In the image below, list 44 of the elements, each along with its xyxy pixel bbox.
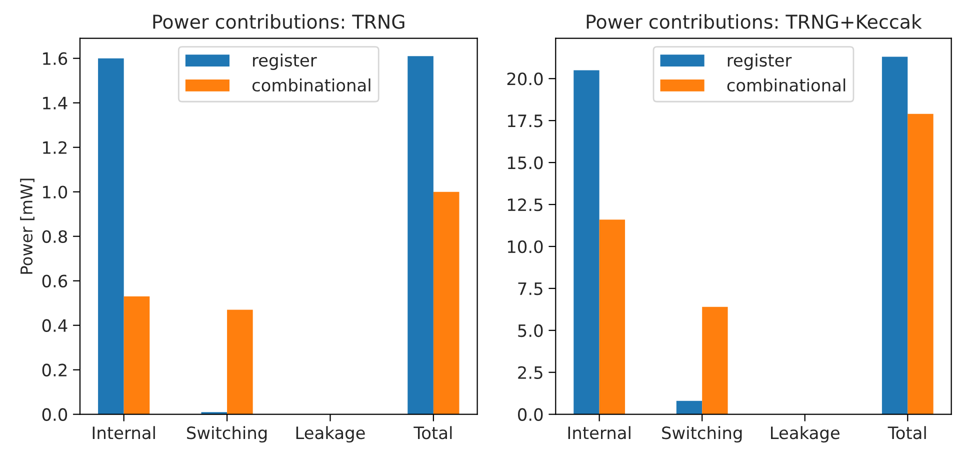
- y-tick-label: 17.5: [508, 114, 542, 128]
- bar: [98, 58, 124, 414]
- y-tick-label: 2.5: [518, 366, 542, 380]
- y-tick-label: 15.0: [508, 156, 543, 170]
- bar: [574, 70, 600, 414]
- y-tick-label: 1.2: [43, 141, 66, 154]
- y-tick-label: 0.8: [42, 230, 68, 244]
- x-tick-label: Total: [888, 426, 926, 440]
- bar: [882, 56, 908, 414]
- y-tick-label: 20.0: [507, 72, 543, 86]
- bar: [408, 56, 434, 414]
- x-tick-label: Total: [414, 426, 452, 440]
- chart-title: Power contributions: TRNG+Keccak: [586, 14, 922, 29]
- x-tick-label: Internal: [92, 426, 155, 440]
- y-tick-label: 1.6: [43, 52, 68, 66]
- x-tick-label: Switching: [662, 426, 742, 443]
- y-tick-label: 0.2: [42, 364, 66, 376]
- y-tick-label: 5.0: [518, 324, 543, 338]
- x-tick-label: Leakage: [771, 426, 840, 443]
- y-axis-title: Power [mW]: [20, 178, 34, 274]
- y-tick-label: 1.0: [43, 186, 68, 199]
- y-tick-label: 1.4: [43, 96, 68, 110]
- y-tick-label: 10.0: [508, 240, 543, 254]
- y-tick-label: 7.5: [518, 282, 542, 296]
- bar: [908, 114, 934, 414]
- x-tick-label: Leakage: [296, 426, 365, 443]
- legend-label: combinational: [727, 78, 846, 92]
- bar: [124, 296, 150, 414]
- y-tick-label: 0.4: [42, 319, 68, 332]
- legend-label: register: [253, 54, 317, 70]
- bar: [702, 306, 728, 414]
- y-tick-label: 0.6: [42, 274, 68, 288]
- bar: [227, 310, 253, 414]
- legend-label: register: [728, 54, 792, 70]
- legend-label: combinational: [252, 78, 370, 92]
- y-tick-label: 0.0: [518, 408, 543, 421]
- bar: [433, 192, 460, 414]
- y-tick-label: 0.0: [42, 408, 68, 421]
- y-tick-label: 12.5: [508, 198, 542, 212]
- x-tick-label: Internal: [568, 426, 630, 440]
- chart-title: Power contributions: TRNG: [153, 14, 404, 29]
- bar: [676, 400, 702, 414]
- bar: [599, 220, 626, 414]
- x-tick-label: Switching: [187, 426, 267, 443]
